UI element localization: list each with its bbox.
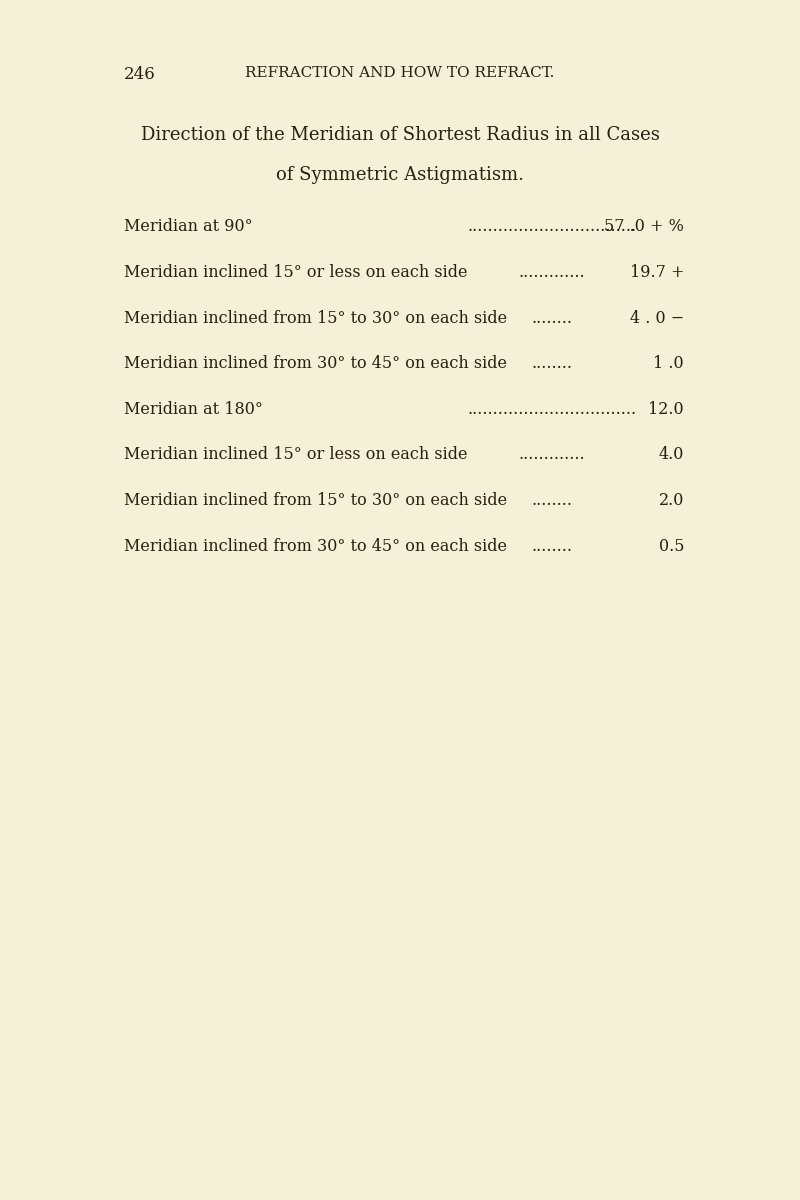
Text: 19.7 +: 19.7 + <box>630 264 684 281</box>
Text: Meridian inclined from 30° to 45° on each side: Meridian inclined from 30° to 45° on eac… <box>124 355 507 372</box>
Text: Meridian inclined 15° or less on each side: Meridian inclined 15° or less on each si… <box>124 264 467 281</box>
Text: 12.0: 12.0 <box>648 401 684 418</box>
Text: 246: 246 <box>124 66 156 83</box>
Text: Meridian at 180°: Meridian at 180° <box>124 401 263 418</box>
Text: Meridian inclined from 30° to 45° on each side: Meridian inclined from 30° to 45° on eac… <box>124 538 507 554</box>
Text: 57 .0 + %: 57 .0 + % <box>604 218 684 235</box>
Text: of Symmetric Astigmatism.: of Symmetric Astigmatism. <box>276 166 524 184</box>
Text: .............: ............. <box>518 446 586 463</box>
Text: Meridian inclined from 15° to 30° on each side: Meridian inclined from 15° to 30° on eac… <box>124 492 507 509</box>
Text: 4 . 0 −: 4 . 0 − <box>630 310 684 326</box>
Text: Direction of the Meridian of Shortest Radius in all Cases: Direction of the Meridian of Shortest Ra… <box>141 126 659 144</box>
Text: .............: ............. <box>518 264 586 281</box>
Text: REFRACTION AND HOW TO REFRACT.: REFRACTION AND HOW TO REFRACT. <box>246 66 554 80</box>
Text: 0.5: 0.5 <box>658 538 684 554</box>
Text: 1 .0: 1 .0 <box>654 355 684 372</box>
Text: ........: ........ <box>531 355 573 372</box>
Text: Meridian inclined 15° or less on each side: Meridian inclined 15° or less on each si… <box>124 446 467 463</box>
Text: ........: ........ <box>531 538 573 554</box>
Text: .................................: ................................. <box>467 401 637 418</box>
Text: 2.0: 2.0 <box>658 492 684 509</box>
Text: ........: ........ <box>531 310 573 326</box>
Text: Meridian inclined from 15° to 30° on each side: Meridian inclined from 15° to 30° on eac… <box>124 310 507 326</box>
Text: .................................: ................................. <box>467 218 637 235</box>
Text: Meridian at 90°: Meridian at 90° <box>124 218 253 235</box>
Text: 4.0: 4.0 <box>658 446 684 463</box>
Text: ........: ........ <box>531 492 573 509</box>
